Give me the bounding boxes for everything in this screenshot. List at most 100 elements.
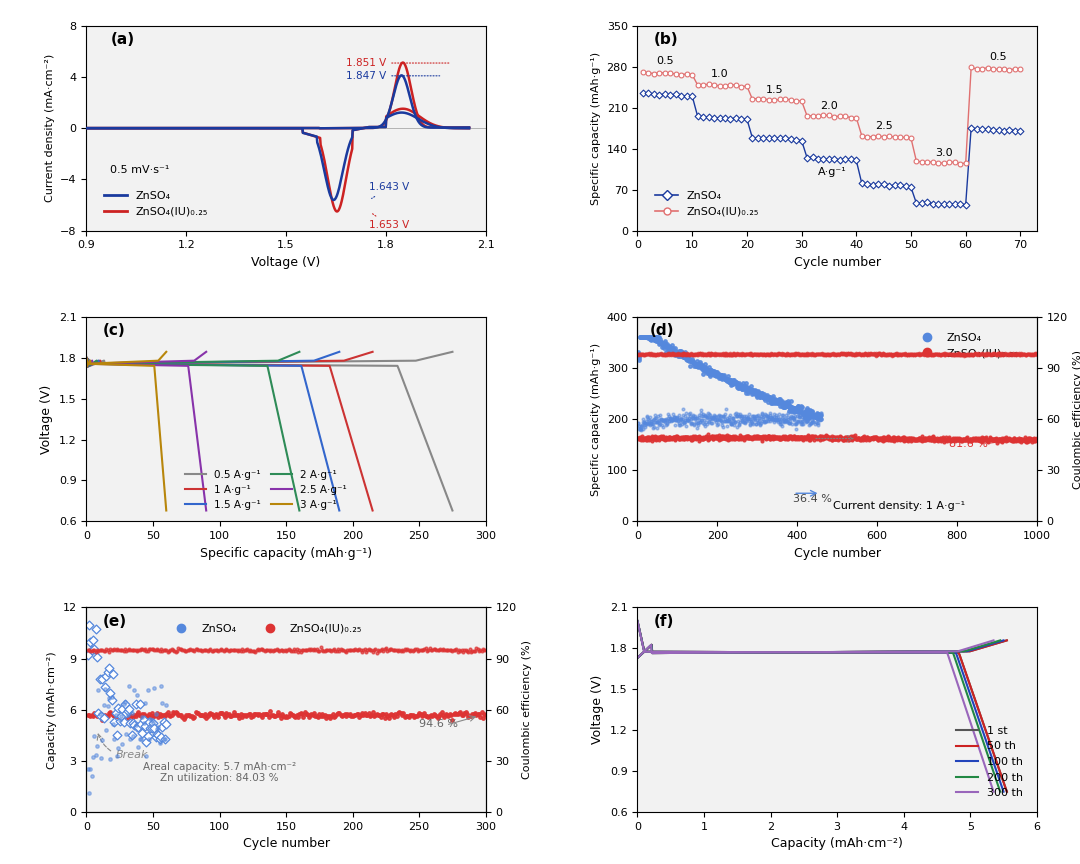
Point — [127, 697, 145, 711]
Point — [210, 709, 227, 723]
Point — [359, 708, 376, 722]
Point — [861, 432, 878, 446]
Point — [725, 418, 742, 432]
Point — [746, 410, 764, 424]
Point — [665, 410, 683, 423]
Point — [787, 403, 805, 417]
Point — [699, 416, 716, 430]
Point — [419, 708, 436, 722]
Point — [983, 433, 1000, 447]
Point — [893, 346, 910, 360]
Point — [686, 356, 703, 370]
Point — [872, 431, 889, 445]
Point — [154, 732, 172, 746]
Point — [337, 708, 354, 722]
Point — [809, 431, 826, 445]
Point — [715, 430, 732, 444]
Point — [657, 413, 674, 427]
Point — [949, 433, 967, 447]
Point — [936, 348, 954, 362]
Point — [197, 707, 214, 721]
Point — [677, 348, 694, 362]
Point — [721, 432, 739, 446]
Point — [812, 408, 829, 422]
Point — [297, 643, 314, 657]
Point — [946, 198, 963, 212]
Point — [207, 643, 225, 657]
Point — [287, 710, 305, 724]
Point — [467, 706, 484, 720]
Point — [780, 429, 797, 443]
Point — [742, 429, 759, 443]
Point — [864, 430, 881, 444]
Point — [339, 707, 356, 721]
Point — [650, 337, 667, 351]
Point — [163, 642, 180, 656]
Point — [739, 79, 756, 93]
Point — [834, 347, 851, 361]
Point — [84, 750, 102, 764]
Point — [988, 347, 1005, 361]
Point — [906, 347, 923, 361]
Point — [693, 432, 711, 446]
Point — [85, 729, 103, 743]
Point — [856, 346, 874, 360]
Point — [630, 431, 647, 445]
X-axis label: Cycle number: Cycle number — [794, 256, 880, 269]
Point — [746, 384, 764, 397]
Point — [636, 330, 653, 344]
Point — [810, 347, 827, 361]
Point — [761, 429, 779, 443]
Point — [640, 346, 658, 360]
Point — [792, 410, 809, 424]
Point — [801, 433, 819, 447]
Point — [654, 347, 672, 361]
Point — [733, 346, 751, 360]
Point — [750, 415, 767, 429]
Point — [747, 431, 765, 445]
Point — [383, 708, 401, 722]
Point — [750, 92, 767, 105]
Point — [809, 407, 826, 421]
Y-axis label: Voltage (V): Voltage (V) — [40, 384, 53, 454]
Point — [89, 651, 106, 664]
Text: Break: Break — [116, 750, 148, 759]
Point — [733, 346, 751, 360]
Point — [673, 344, 690, 358]
Point — [977, 346, 995, 360]
Point — [322, 644, 339, 658]
Point — [160, 708, 177, 721]
Point — [842, 431, 860, 445]
Point — [1014, 433, 1031, 447]
Point — [651, 408, 669, 422]
Point — [146, 721, 163, 734]
Point — [930, 432, 947, 446]
Point — [651, 335, 669, 349]
Point — [1027, 346, 1044, 360]
Point — [914, 434, 931, 448]
Point — [746, 383, 764, 397]
Point — [839, 346, 856, 360]
Point — [795, 431, 812, 445]
Point — [645, 330, 662, 344]
Point — [675, 351, 692, 365]
Point — [636, 421, 653, 435]
Point — [958, 433, 975, 447]
Point — [831, 347, 848, 361]
Point — [272, 643, 289, 657]
Point — [700, 430, 717, 444]
Point — [135, 714, 152, 727]
Point — [735, 348, 753, 362]
Point — [827, 347, 845, 361]
Point — [661, 346, 678, 360]
Point — [778, 347, 795, 361]
Point — [735, 380, 753, 394]
Point — [727, 406, 744, 420]
Point — [642, 432, 659, 446]
Point — [791, 401, 808, 415]
Point — [460, 710, 477, 724]
Point — [1000, 346, 1017, 360]
Point — [242, 707, 259, 721]
Point — [750, 385, 767, 399]
Point — [985, 432, 1002, 446]
